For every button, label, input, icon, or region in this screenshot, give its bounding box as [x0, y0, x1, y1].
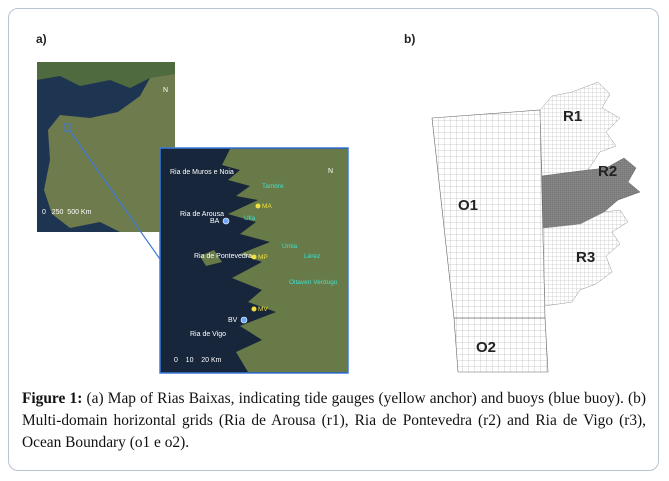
caption-label: Figure 1:	[22, 390, 82, 407]
river-label: Umia	[282, 243, 298, 250]
caption-text: (a) Map of Rias Baixas, indicating tide …	[22, 390, 646, 451]
gauge-label: MV	[258, 306, 268, 313]
buoy-label: BA	[210, 218, 220, 225]
river-label: Ulla	[244, 215, 256, 222]
tide-gauge	[252, 255, 257, 260]
buoy	[241, 317, 247, 323]
place-label: Ria de Muros e Noia	[170, 169, 234, 176]
page: a) b) N 0 250 500 Km N 0 10 20 Km Ria de…	[0, 0, 669, 481]
grid-r1	[540, 82, 620, 176]
scale: 0 250 500 Km	[42, 209, 92, 216]
buoy-label: BV	[228, 317, 238, 324]
gauge-label: MA	[262, 203, 272, 210]
panel-label: b)	[404, 32, 415, 46]
river-label: Oitaven Verdugo	[289, 279, 338, 286]
domain-label: R3	[576, 249, 595, 266]
place-label: Ria de Arousa	[180, 211, 224, 218]
river-label: Tambre	[262, 183, 284, 190]
grid-o1	[432, 110, 545, 318]
domain-label: O2	[476, 339, 496, 356]
north: N	[328, 168, 333, 175]
domain-label: R2	[598, 163, 617, 180]
domain-label: O1	[458, 197, 478, 214]
grid-o2	[454, 318, 548, 372]
river-label: Lérez	[304, 253, 320, 260]
caption: Figure 1: (a) Map of Rias Baixas, indica…	[22, 388, 646, 454]
place-label: Ria de Pontevedra	[194, 253, 252, 260]
place-label: Ria de Vigo	[190, 331, 226, 338]
tide-gauge	[256, 204, 261, 209]
tide-gauge	[252, 307, 257, 312]
buoy	[223, 218, 229, 224]
north: N	[163, 87, 168, 94]
scale: 0 10 20 Km	[174, 357, 222, 364]
domain-label: R1	[563, 108, 582, 125]
gauge-label: MP	[258, 254, 268, 261]
panel-label: a)	[36, 32, 47, 46]
